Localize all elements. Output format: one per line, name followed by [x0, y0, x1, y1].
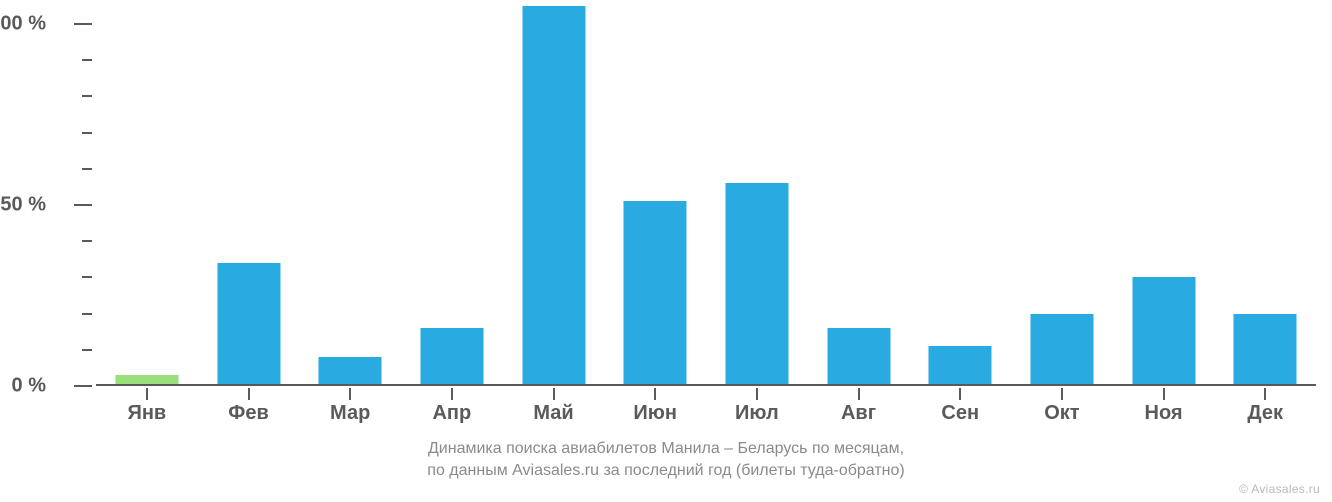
x-axis-label: Дек: [1247, 402, 1283, 425]
x-axis-label: Июл: [735, 402, 779, 425]
x-axis-label: Мар: [330, 402, 370, 425]
x-tick-slot: Дек: [1214, 388, 1316, 428]
bar: [1234, 314, 1297, 386]
y-axis-label: 50 %: [0, 194, 46, 217]
caption-line-1: Динамика поиска авиабилетов Манила – Бел…: [0, 440, 1332, 458]
y-tick: [74, 204, 92, 206]
bar: [522, 6, 585, 386]
y-tick: [82, 95, 92, 97]
x-tick-mark: [1264, 388, 1266, 400]
x-tick-mark: [248, 388, 250, 400]
bar-slot: [1011, 6, 1113, 386]
x-axis-line: [96, 384, 1316, 386]
x-tick-slot: Мар: [299, 388, 401, 428]
bar: [217, 263, 280, 386]
x-axis-ticks: Янв Фев Мар Апр Май Июн Июл Авг Сен Окт Ноя Дек: [96, 388, 1316, 428]
y-tick: [82, 240, 92, 242]
x-tick-slot: Фев: [198, 388, 300, 428]
x-axis-label: Ноя: [1145, 402, 1183, 425]
y-tick: [74, 23, 92, 25]
x-tick-mark: [553, 388, 555, 400]
y-tick: [74, 385, 92, 387]
x-tick-slot: Окт: [1011, 388, 1113, 428]
x-tick-slot: Май: [503, 388, 605, 428]
x-tick-mark: [146, 388, 148, 400]
x-axis-label: Апр: [432, 402, 471, 425]
y-tick: [82, 132, 92, 134]
y-axis-label: 100 %: [0, 13, 46, 36]
bar: [1030, 314, 1093, 386]
x-tick-mark: [959, 388, 961, 400]
x-tick-slot: Июл: [706, 388, 808, 428]
bar-slot: [198, 6, 300, 386]
x-axis-label: Окт: [1044, 402, 1079, 425]
x-axis-label: Авг: [841, 402, 876, 425]
caption-line-2: по данным Aviasales.ru за последний год …: [0, 462, 1332, 480]
x-tick-mark: [1061, 388, 1063, 400]
bar: [420, 328, 483, 386]
bar-slot: [706, 6, 808, 386]
y-tick: [82, 59, 92, 61]
plot-area: 0 %50 %100 %: [96, 6, 1316, 386]
bar-slot: [503, 6, 605, 386]
x-axis-label: Фев: [228, 402, 269, 425]
y-axis-ticks: 0 %50 %100 %: [74, 6, 96, 386]
bar: [725, 183, 788, 386]
x-tick-slot: Ноя: [1113, 388, 1215, 428]
x-tick-mark: [858, 388, 860, 400]
x-tick-slot: Авг: [808, 388, 910, 428]
bar-slot: [808, 6, 910, 386]
x-tick-mark: [451, 388, 453, 400]
bar-slot: [96, 6, 198, 386]
bar: [1132, 277, 1195, 386]
x-tick-slot: Апр: [401, 388, 503, 428]
bar-slot: [604, 6, 706, 386]
x-axis-label: Май: [533, 402, 573, 425]
bar-slot: [299, 6, 401, 386]
y-axis-label: 0 %: [12, 375, 46, 398]
x-tick-mark: [1163, 388, 1165, 400]
x-tick-slot: Янв: [96, 388, 198, 428]
y-tick: [82, 349, 92, 351]
bar-slot: [401, 6, 503, 386]
bar: [929, 346, 992, 386]
x-axis-label: Сен: [941, 402, 979, 425]
x-tick-mark: [349, 388, 351, 400]
x-tick-mark: [654, 388, 656, 400]
bar-slot: [1214, 6, 1316, 386]
bar-slot: [1113, 6, 1215, 386]
x-axis-label: Июн: [633, 402, 677, 425]
x-axis-label: Янв: [127, 402, 166, 425]
bar: [319, 357, 382, 386]
bar-chart: 0 %50 %100 % ЯнвФевМарАпрМайИюнИюлАвгСен…: [0, 0, 1332, 502]
bar: [827, 328, 890, 386]
bar-slot: [909, 6, 1011, 386]
y-tick: [82, 276, 92, 278]
y-tick: [82, 313, 92, 315]
bar: [624, 201, 687, 386]
x-tick-mark: [756, 388, 758, 400]
watermark: © Aviasales.ru: [1239, 482, 1320, 496]
y-tick: [82, 168, 92, 170]
bars-container: [96, 6, 1316, 386]
x-tick-slot: Сен: [909, 388, 1011, 428]
x-tick-slot: Июн: [604, 388, 706, 428]
